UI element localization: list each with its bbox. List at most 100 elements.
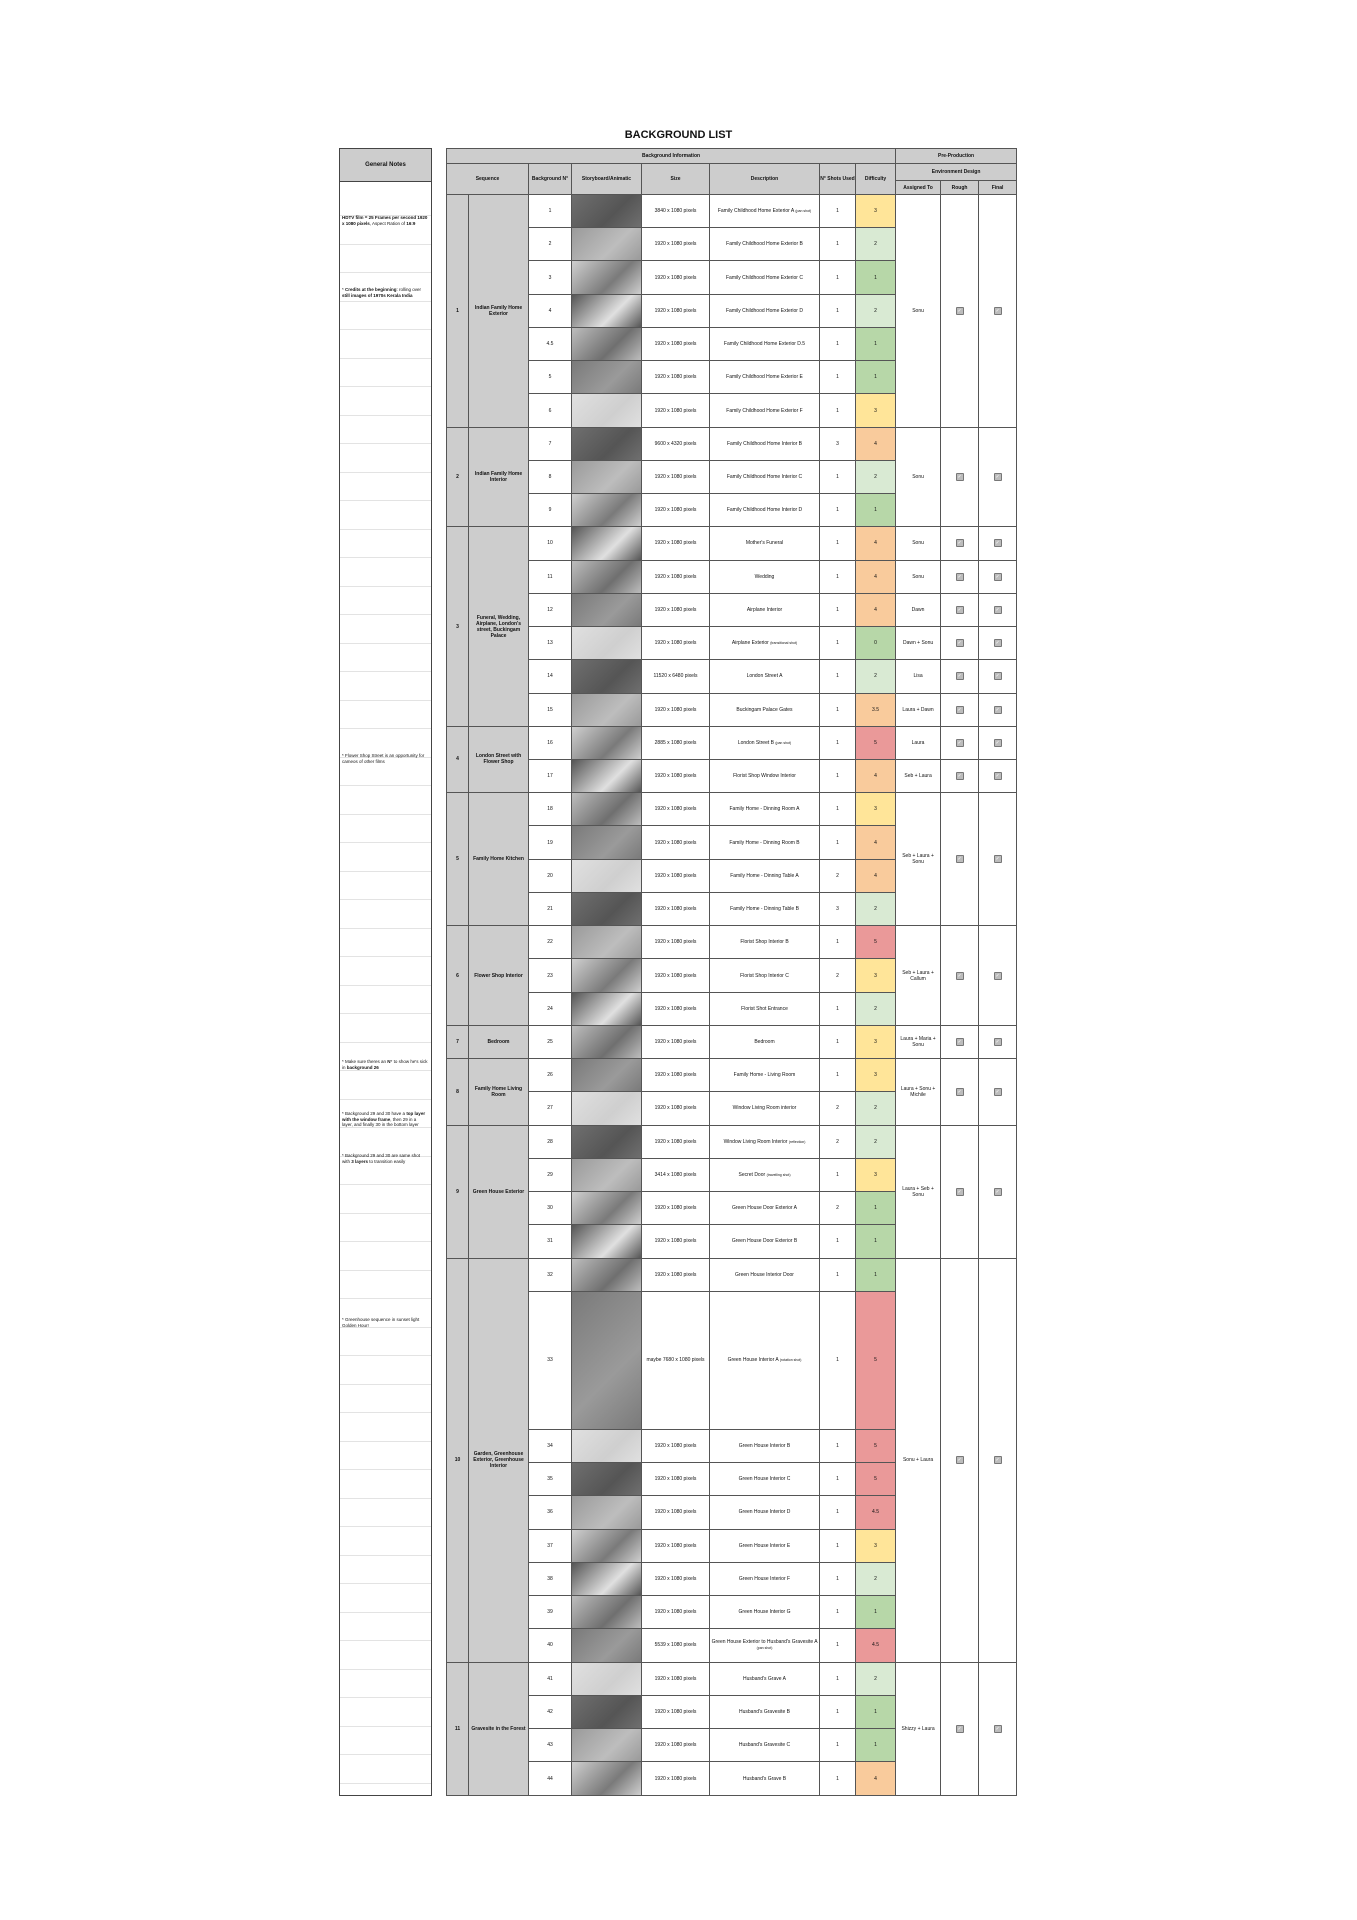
- assigned-to: Seb + Laura: [895, 758, 942, 794]
- storyboard-image: [572, 1762, 641, 1795]
- storyboard-thumbnail: [571, 825, 642, 860]
- assigned-to: Dawn: [895, 592, 942, 628]
- storyboard-image: [572, 328, 641, 360]
- storyboard-thumbnail: [571, 758, 642, 794]
- sequence-name: Garden, Greenhouse Exterior, Greenhouse …: [468, 1257, 529, 1663]
- sequence-name: Flower Shop Interior: [468, 925, 529, 1026]
- rough-checkbox[interactable]: ✓: [955, 1037, 964, 1046]
- sequence-name: Indian Family Home Exterior: [468, 194, 529, 428]
- header-storyboard: Storyboard/Animatic: [571, 163, 642, 195]
- table-row: 27 1920 x 1080 pixels Window Living Room i…: [447, 1091, 1017, 1126]
- note-row-line: [340, 1127, 431, 1128]
- background-size: 1920 x 1080 pixels: [641, 592, 710, 628]
- description-text: Airplane Interior: [746, 606, 783, 613]
- final-checkbox[interactable]: ✓: [993, 738, 1002, 747]
- rough-checkbox[interactable]: ✓: [955, 1456, 964, 1465]
- background-number: 25: [528, 1024, 572, 1060]
- general-note: * Credits at the beginning: rolling over…: [342, 287, 422, 298]
- description-text: Family Childhood Home Interior D: [726, 507, 803, 514]
- background-description: Florist Shop Interior C: [709, 958, 820, 993]
- rough-checkbox-cell: ✓: [940, 1124, 980, 1259]
- rough-checkbox[interactable]: ✓: [955, 971, 964, 980]
- description-text: Family Childhood Home Exterior F: [726, 407, 803, 414]
- storyboard-image: [572, 1026, 641, 1058]
- final-checkbox[interactable]: ✓: [993, 1187, 1002, 1196]
- background-number: 7: [528, 426, 572, 461]
- note-row-line: [340, 1668, 431, 1670]
- description-note: (reflection): [788, 1139, 806, 1144]
- description-note: (travelling shot): [766, 1172, 791, 1177]
- final-checkbox-cell: ✓: [978, 1124, 1018, 1259]
- table-row: 11 1920 x 1080 pixels Wedding 1 4 Sonu ✓ ✓: [447, 559, 1018, 594]
- rough-checkbox-cell: ✓: [940, 626, 980, 661]
- note-row-line: [340, 1725, 431, 1727]
- general-note: HDTV film = 25 Frames per second 1920 x …: [342, 215, 428, 226]
- rough-checkbox[interactable]: ✓: [955, 306, 964, 315]
- background-size: maybe 7680 x 1080 pixels: [641, 1290, 710, 1430]
- final-checkbox[interactable]: ✓: [993, 1724, 1002, 1733]
- rough-checkbox[interactable]: ✓: [955, 572, 964, 581]
- assigned-to: Sonu + Laura: [895, 1257, 942, 1663]
- note-row-line: [340, 272, 431, 273]
- difficulty-value: 2: [854, 659, 897, 694]
- storyboard-image: [572, 295, 641, 327]
- header-environment-design: Environment Design: [895, 163, 1018, 181]
- rough-checkbox[interactable]: ✓: [955, 605, 964, 614]
- background-description: Family Childhood Home Exterior D.5: [709, 326, 820, 362]
- rough-checkbox[interactable]: ✓: [955, 539, 964, 548]
- note-row-line: [340, 585, 431, 587]
- assigned-to: Sonu: [895, 526, 942, 561]
- table-row: 43 1920 x 1080 pixels Husband's Gravesite …: [447, 1728, 1017, 1763]
- final-checkbox[interactable]: ✓: [993, 639, 1002, 648]
- final-checkbox[interactable]: ✓: [993, 1456, 1002, 1465]
- background-description: Green House Interior Door: [709, 1257, 820, 1292]
- background-number: 32: [528, 1257, 572, 1292]
- table-row: 11 Gravesite in the Forest 41 1920 x 1080 p…: [446, 1661, 1018, 1797]
- final-checkbox[interactable]: ✓: [993, 306, 1002, 315]
- rough-checkbox[interactable]: ✓: [955, 639, 964, 648]
- rough-checkbox[interactable]: ✓: [955, 472, 964, 481]
- difficulty-value: 2: [854, 1661, 897, 1696]
- final-checkbox[interactable]: ✓: [993, 1037, 1002, 1046]
- rough-checkbox[interactable]: ✓: [955, 705, 964, 714]
- description-text: Florist Shop Interior C: [740, 972, 789, 979]
- note-row-line: [340, 1640, 431, 1641]
- final-checkbox[interactable]: ✓: [993, 772, 1002, 781]
- final-checkbox-cell: ✓: [978, 592, 1018, 628]
- sequence-number: 3: [446, 526, 469, 727]
- final-checkbox[interactable]: ✓: [993, 855, 1002, 864]
- table-row: 24 1920 x 1080 pixels Florist Shot Entranc…: [447, 991, 1017, 1026]
- final-checkbox[interactable]: ✓: [993, 1087, 1002, 1096]
- shots-used: 1: [819, 692, 856, 727]
- rough-checkbox[interactable]: ✓: [955, 672, 964, 681]
- note-row-line: [340, 899, 431, 900]
- background-number: 43: [528, 1728, 572, 1763]
- assigned-to: Dawn + Sonu: [895, 626, 942, 661]
- rough-checkbox[interactable]: ✓: [955, 855, 964, 864]
- final-checkbox[interactable]: ✓: [993, 672, 1002, 681]
- final-checkbox[interactable]: ✓: [993, 572, 1002, 581]
- final-checkbox[interactable]: ✓: [993, 539, 1002, 548]
- background-number: 44: [528, 1761, 572, 1796]
- rough-checkbox[interactable]: ✓: [955, 1724, 964, 1733]
- description-text: Family Home - Dinning Room A: [729, 806, 800, 813]
- difficulty-value: 2: [854, 1561, 897, 1597]
- note-row-line: [340, 443, 431, 444]
- final-checkbox[interactable]: ✓: [993, 605, 1002, 614]
- background-size: 1920 x 1080 pixels: [641, 559, 710, 594]
- background-size: 2885 x 1080 pixels: [641, 725, 710, 760]
- rough-checkbox-cell: ✓: [940, 725, 980, 760]
- final-checkbox[interactable]: ✓: [993, 705, 1002, 714]
- note-row-line: [340, 357, 431, 359]
- rough-checkbox[interactable]: ✓: [955, 772, 964, 781]
- description-text: Family Home - Living Room: [733, 1072, 796, 1079]
- rough-checkbox[interactable]: ✓: [955, 738, 964, 747]
- rough-checkbox[interactable]: ✓: [955, 1187, 964, 1196]
- rough-checkbox[interactable]: ✓: [955, 1087, 964, 1096]
- final-checkbox[interactable]: ✓: [993, 472, 1002, 481]
- sequence-number: 7: [446, 1024, 469, 1060]
- background-number: 8: [528, 459, 572, 495]
- note-row-line: [340, 1184, 431, 1185]
- final-checkbox[interactable]: ✓: [993, 971, 1002, 980]
- final-checkbox-cell: ✓: [978, 1058, 1018, 1126]
